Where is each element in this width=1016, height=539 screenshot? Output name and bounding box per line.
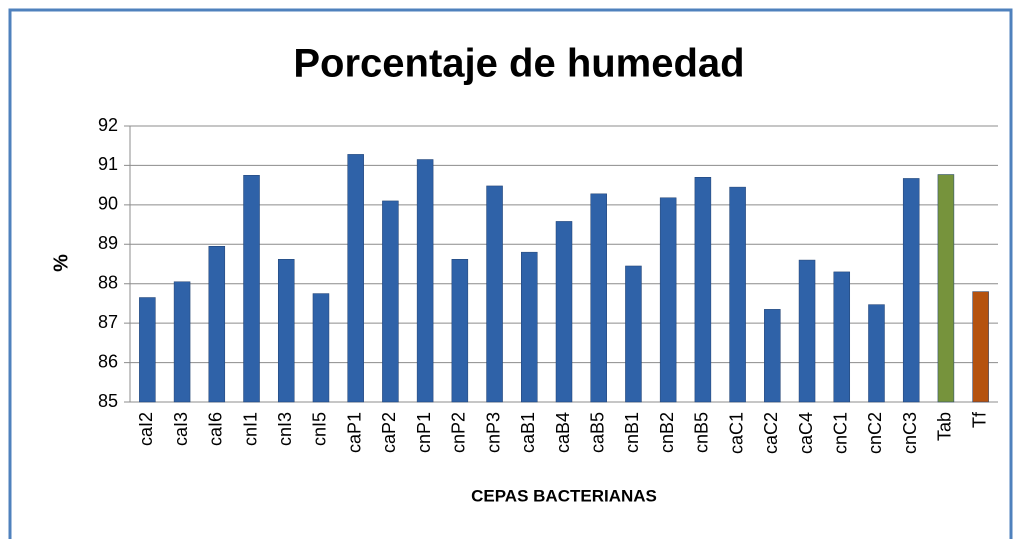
y-tick-label: 89 [98,233,118,253]
x-tick-label: cnB5 [692,412,712,453]
bar [764,309,781,403]
bar [312,293,330,403]
y-tick-label: 85 [98,391,118,411]
x-tick-label: cnP3 [483,412,503,453]
bar [902,178,920,403]
bar [798,259,816,403]
x-tick-label: caC1 [726,412,746,454]
x-tick-label: cnP1 [414,412,434,453]
x-tick-label: caC2 [761,412,781,454]
y-tick-label: 92 [98,115,118,135]
bar [139,297,156,403]
bar [347,154,364,403]
x-tick-label: caI6 [206,412,226,446]
bar [729,186,746,403]
bar [868,304,885,403]
bar [486,185,503,403]
x-tick-label: caB4 [553,412,573,453]
y-tick-label: 86 [98,351,118,371]
bar [451,259,469,403]
bar [833,271,851,403]
bar [173,281,191,403]
x-tick-label: caI2 [136,412,156,446]
y-axis-title: % [50,254,72,272]
x-tick-label: caI3 [171,412,191,446]
bar [694,177,712,403]
bar [625,265,642,403]
x-tick-label: cnB2 [657,412,677,453]
x-tick-label: caC4 [796,412,816,454]
x-tick-label: Tf [969,411,989,428]
bar [590,193,607,403]
x-tick-label: cnC2 [865,412,885,454]
x-tick-label: caP2 [379,412,399,453]
x-tick-label: caB1 [518,412,538,453]
bar [277,259,295,403]
x-tick-label: caB5 [587,412,607,453]
bar [972,291,989,403]
bar [208,246,226,403]
bar [521,251,538,403]
bar [937,174,955,403]
x-tick-label: caP1 [344,412,364,453]
x-axis-title: CEPAS BACTERIANAS [471,486,657,505]
x-tick-label: cnI5 [310,412,330,446]
x-tick-label: cnB1 [622,412,642,453]
y-tick-label: 87 [98,312,118,332]
y-tick-label: 90 [98,194,118,214]
x-tick-label: cnP2 [449,412,469,453]
x-tick-label: cnI1 [240,412,260,446]
bar [416,159,434,403]
x-tick-label: cnC1 [831,412,851,454]
y-tick-label: 91 [98,154,118,174]
x-tick-label: cnI3 [275,412,295,446]
y-tick-label: 88 [98,272,118,292]
bar [555,221,573,403]
x-tick-label: Tab [935,412,955,441]
x-tick-label: cnC3 [900,412,920,454]
bar [659,197,677,403]
bar [243,175,260,403]
chart-frame [8,8,1013,539]
chart-title: Porcentaje de humedad [293,42,744,86]
bar [382,200,399,403]
